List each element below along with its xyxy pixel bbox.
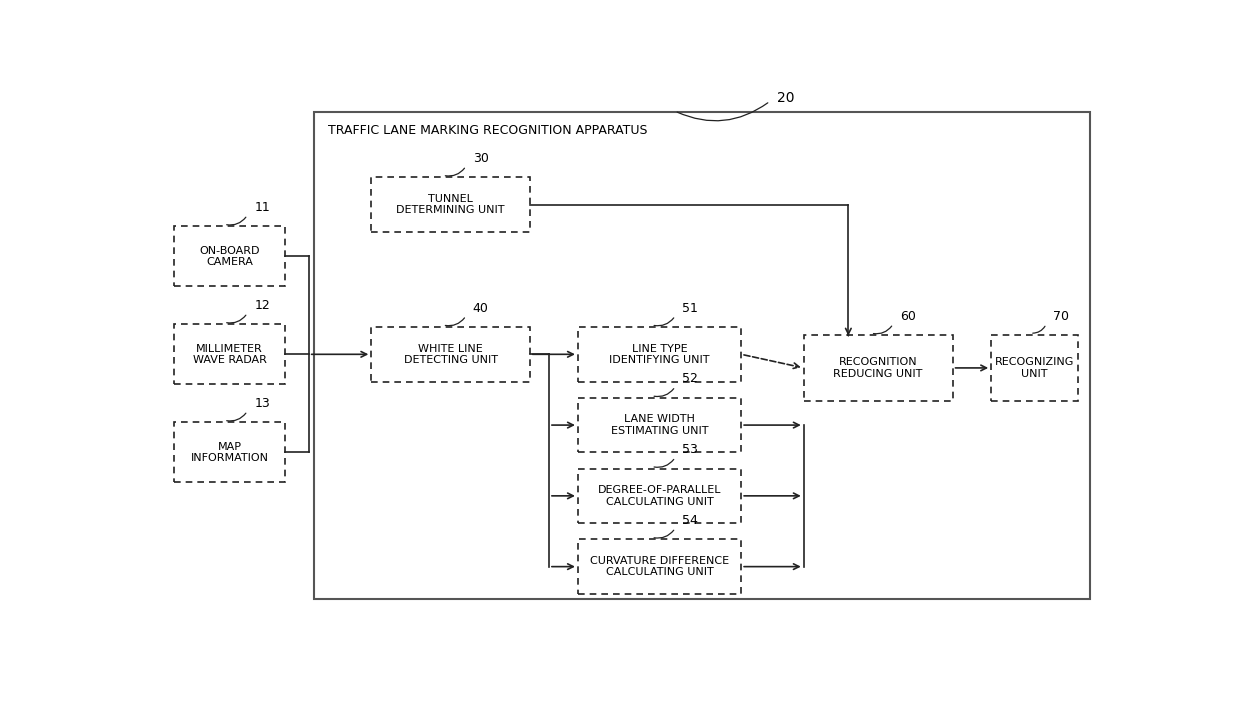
Text: RECOGNIZING
UNIT: RECOGNIZING UNIT (994, 357, 1074, 379)
Text: 53: 53 (682, 443, 698, 456)
Text: LINE TYPE
IDENTIFYING UNIT: LINE TYPE IDENTIFYING UNIT (609, 344, 709, 365)
Bar (371, 177, 529, 232)
Text: MILLIMETER
WAVE RADAR: MILLIMETER WAVE RADAR (192, 344, 267, 365)
Bar (314, 112, 1090, 600)
Bar (804, 335, 952, 401)
Text: 40: 40 (472, 302, 489, 315)
Text: ON-BOARD
CAMERA: ON-BOARD CAMERA (200, 245, 259, 267)
Text: 60: 60 (900, 310, 916, 322)
Text: 70: 70 (1053, 310, 1069, 322)
Bar (578, 539, 742, 594)
Text: 52: 52 (682, 373, 698, 385)
Bar (174, 422, 285, 482)
Bar (174, 325, 285, 385)
Bar (578, 327, 742, 382)
Text: 51: 51 (682, 302, 698, 315)
Text: TUNNEL
DETERMINING UNIT: TUNNEL DETERMINING UNIT (397, 194, 505, 216)
Bar (578, 469, 742, 523)
Bar (174, 226, 285, 286)
Text: 20: 20 (776, 91, 795, 105)
Text: 11: 11 (254, 201, 270, 214)
Bar (371, 327, 529, 382)
Text: RECOGNITION
REDUCING UNIT: RECOGNITION REDUCING UNIT (833, 357, 923, 379)
Bar (578, 398, 742, 452)
Text: WHITE LINE
DETECTING UNIT: WHITE LINE DETECTING UNIT (403, 344, 497, 365)
Text: 12: 12 (254, 299, 270, 312)
Text: CURVATURE DIFFERENCE
CALCULATING UNIT: CURVATURE DIFFERENCE CALCULATING UNIT (590, 556, 729, 578)
Text: 13: 13 (254, 397, 270, 410)
Text: DEGREE-OF-PARALLEL
CALCULATING UNIT: DEGREE-OF-PARALLEL CALCULATING UNIT (598, 485, 722, 507)
Text: TRAFFIC LANE MARKING RECOGNITION APPARATUS: TRAFFIC LANE MARKING RECOGNITION APPARAT… (327, 124, 647, 137)
Text: MAP
INFORMATION: MAP INFORMATION (191, 441, 269, 463)
Bar (991, 335, 1078, 401)
Text: 54: 54 (682, 514, 698, 527)
Text: 30: 30 (472, 152, 489, 165)
Text: LANE WIDTH
ESTIMATING UNIT: LANE WIDTH ESTIMATING UNIT (611, 414, 708, 436)
